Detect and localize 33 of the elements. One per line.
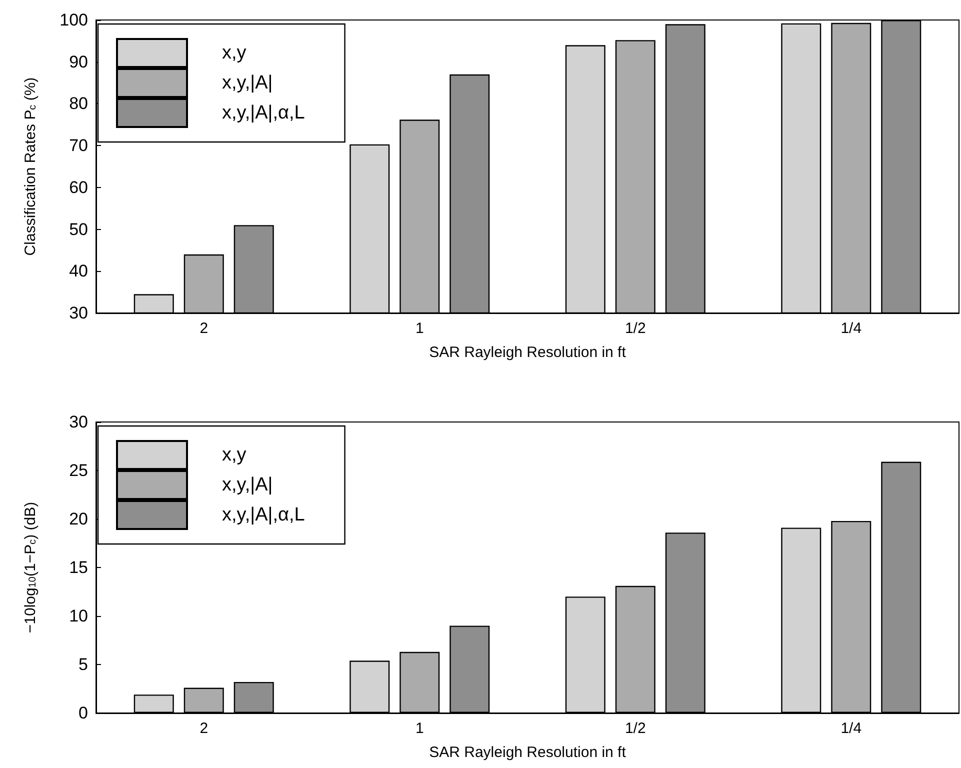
y-tick-label: 40 — [69, 262, 88, 281]
legend-label: x,y — [222, 42, 247, 64]
x-axis-title: SAR Rayleigh Resolution in ft — [429, 744, 627, 761]
y-tick-label: 80 — [69, 94, 88, 114]
y-tick-label: 25 — [69, 461, 88, 480]
x-tick-label: 1 — [415, 320, 424, 337]
y-tick-label: 10 — [69, 606, 88, 626]
legend-label: x,y,|A| — [222, 474, 273, 496]
legend-label: x,y — [222, 444, 247, 466]
y-tick-label: 70 — [69, 136, 88, 156]
y-tick-label: 5 — [78, 655, 88, 674]
y-tick-label: 30 — [69, 412, 88, 432]
x-tick-label: 2 — [200, 720, 208, 737]
y-tick-label: 50 — [69, 220, 88, 239]
y-tick-label: 30 — [69, 304, 88, 322]
x-tick-label: 2 — [200, 320, 208, 337]
x-axis-title: SAR Rayleigh Resolution in ft — [429, 344, 627, 361]
y-tick-label: 60 — [69, 178, 88, 197]
y-tick-label: 0 — [78, 704, 88, 722]
y-tick-label: 15 — [69, 558, 88, 577]
legend-label: x,y,|A|,α,L — [222, 102, 305, 124]
legend-label: x,y,|A|,α,L — [222, 504, 305, 526]
x-tick-label: 1 — [415, 720, 424, 737]
x-tick-label: 1/4 — [840, 720, 862, 737]
x-tick-label: 1/4 — [840, 320, 862, 337]
x-tick-label: 1/2 — [624, 320, 646, 337]
x-tick-label: 1/2 — [624, 720, 646, 737]
y-axis-title: −10log10(1−Pc) (dB) — [22, 502, 39, 634]
y-axis-title: Classification Rates Pc (%) — [22, 77, 39, 256]
y-tick-label: 20 — [69, 510, 88, 528]
y-tick-label: 90 — [69, 52, 88, 72]
y-tick-label: 100 — [60, 10, 88, 30]
legend-label: x,y,|A| — [222, 72, 273, 94]
